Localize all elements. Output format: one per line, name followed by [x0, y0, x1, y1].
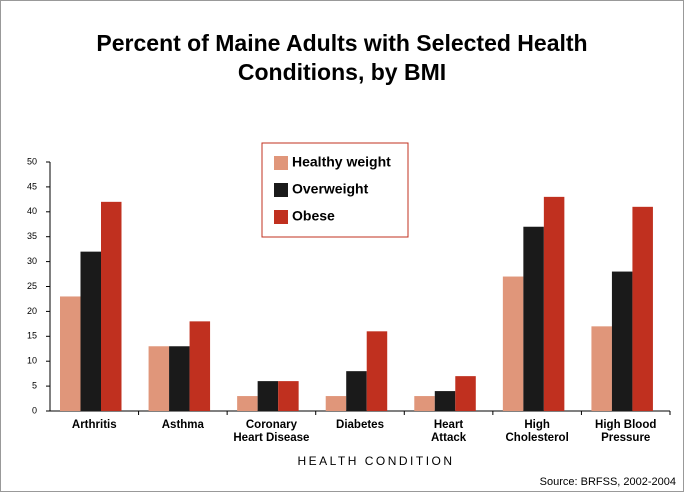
bar	[434, 391, 456, 411]
y-tick-label: 45	[27, 181, 37, 191]
y-tick-label: 20	[27, 306, 37, 316]
x-tick-label: Attack	[431, 432, 467, 444]
y-tick-label: 0	[32, 405, 37, 415]
bar	[502, 276, 524, 411]
x-tick-label: Asthma	[162, 419, 205, 431]
x-tick-label: Heart	[434, 419, 464, 431]
chart-title: Conditions, by BMI	[238, 59, 446, 85]
bar	[366, 331, 388, 411]
chart-title: Percent of Maine Adults with Selected He…	[96, 30, 587, 56]
x-tick-label: High Blood	[595, 419, 656, 431]
source-note: Source: BRFSS, 2002-2004	[540, 476, 676, 488]
y-tick-label: 35	[27, 231, 37, 241]
bar	[101, 201, 122, 411]
legend-swatch	[274, 156, 288, 170]
legend-label: Obese	[292, 208, 335, 224]
legend-swatch	[274, 183, 288, 197]
y-tick-label: 25	[27, 281, 37, 291]
y-tick-label: 30	[27, 256, 37, 266]
x-tick-label: High	[524, 419, 550, 431]
bar	[346, 371, 367, 411]
x-tick-label: Cholesterol	[506, 432, 569, 444]
x-tick-label: Pressure	[601, 432, 650, 444]
bar	[455, 376, 476, 411]
bar	[60, 296, 81, 411]
bar	[523, 226, 544, 411]
bar	[543, 196, 565, 411]
y-tick-label: 10	[27, 356, 37, 366]
y-tick-label: 15	[27, 331, 37, 341]
bar	[611, 271, 633, 411]
y-tick-label: 40	[27, 206, 37, 216]
bar	[169, 346, 190, 411]
y-tick-label: 50	[27, 156, 37, 166]
bar	[632, 206, 653, 411]
legend-label: Overweight	[292, 181, 369, 197]
bar	[189, 321, 211, 411]
legend-label: Healthy weight	[292, 154, 391, 170]
bar	[591, 326, 612, 411]
bar	[278, 381, 299, 411]
bar	[414, 396, 435, 411]
bar	[325, 396, 347, 411]
x-tick-label: Heart Disease	[233, 432, 309, 444]
x-tick-label: Diabetes	[336, 419, 384, 431]
bar	[148, 346, 170, 411]
x-tick-label: Arthritis	[72, 419, 117, 431]
x-axis-title: HEALTH CONDITION	[297, 454, 454, 468]
bar	[237, 396, 258, 411]
legend-swatch	[274, 210, 288, 224]
y-tick-label: 5	[32, 380, 37, 390]
x-tick-label: Coronary	[246, 419, 298, 431]
bar	[80, 251, 101, 411]
bar	[257, 381, 279, 411]
